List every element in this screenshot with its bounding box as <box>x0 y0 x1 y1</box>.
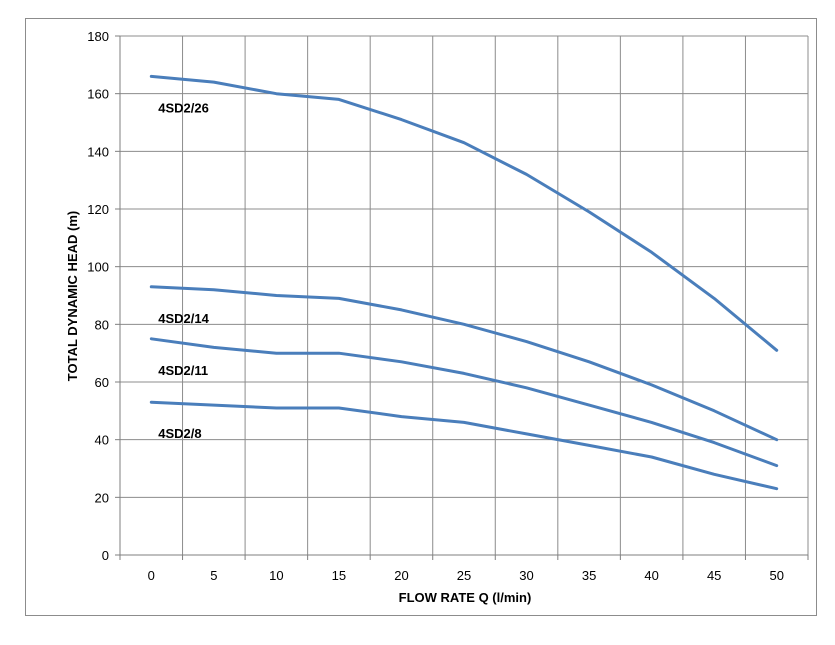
x-tick-label: 25 <box>457 568 471 583</box>
series-label: 4SD2/14 <box>158 311 209 326</box>
y-tick-label: 120 <box>87 202 109 217</box>
x-tick-label: 15 <box>332 568 346 583</box>
x-tick-label: 20 <box>394 568 408 583</box>
y-tick-label: 0 <box>102 548 109 563</box>
y-axis-title: TOTAL DYNAMIC HEAD (m) <box>65 211 80 381</box>
y-tick-label: 20 <box>95 490 109 505</box>
y-tick-label: 140 <box>87 144 109 159</box>
series-line-4sd2-26 <box>149 74 779 352</box>
axes: 0 20 40 60 80 100 120 140 160 180 0 5 10 15 20 25 30 35 40… <box>87 29 809 583</box>
y-tick-label: 60 <box>95 375 109 390</box>
x-tick-label: 0 <box>148 568 155 583</box>
gridlines <box>120 35 809 555</box>
x-tick-label: 50 <box>769 568 783 583</box>
x-tick-label: 30 <box>519 568 533 583</box>
series-labels: 4SD2/26 4SD2/14 4SD2/11 4SD2/8 <box>158 100 209 441</box>
series-line-4sd2-11 <box>149 337 779 468</box>
y-tick-label: 80 <box>95 317 109 332</box>
y-tick-label: 160 <box>87 87 109 102</box>
series-label: 4SD2/26 <box>158 100 209 115</box>
x-axis-title: FLOW RATE Q (l/min) <box>399 590 532 605</box>
series-label: 4SD2/11 <box>158 363 208 378</box>
chart-frame <box>25 18 817 616</box>
y-tick-label: 40 <box>95 433 109 448</box>
x-tick-label: 45 <box>707 568 721 583</box>
x-tick-label: 5 <box>210 568 217 583</box>
y-tick-label: 180 <box>87 29 109 44</box>
series-line-4sd2-8 <box>149 400 779 491</box>
series-line-4sd2-14 <box>149 285 779 442</box>
y-tick-label: 100 <box>87 260 109 275</box>
x-tick-label: 10 <box>269 568 283 583</box>
x-tick-label: 40 <box>644 568 658 583</box>
series-lines <box>149 74 779 491</box>
series-label: 4SD2/8 <box>158 426 201 441</box>
x-tick-label: 35 <box>582 568 596 583</box>
